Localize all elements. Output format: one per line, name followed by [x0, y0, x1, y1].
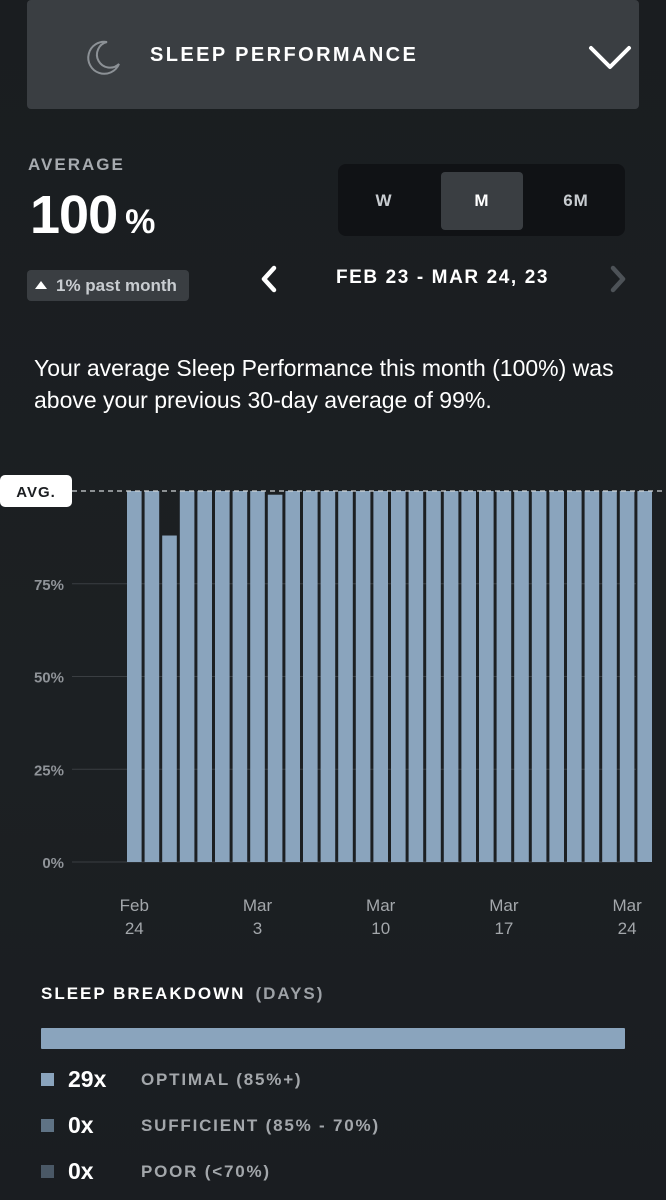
- chart-bar: [250, 491, 265, 862]
- average-label: AVERAGE: [28, 155, 125, 174]
- chart-bar: [514, 491, 529, 862]
- average-tag: [0, 475, 72, 507]
- chart-bar: [373, 491, 388, 862]
- chart-bar: [443, 491, 459, 862]
- x-tick-label: 10: [371, 919, 390, 938]
- legend-label: OPTIMAL (85%+): [141, 1070, 303, 1089]
- x-tick-label: Mar: [612, 896, 642, 915]
- y-tick-label: 0%: [42, 855, 64, 872]
- legend-swatch: [41, 1119, 54, 1132]
- average-tag-label: AVG.: [16, 484, 56, 501]
- chart-bar: [567, 491, 582, 862]
- chevron-right-icon[interactable]: [604, 264, 632, 294]
- legend-count: 29x: [68, 1066, 107, 1092]
- chart-bar: [179, 491, 195, 862]
- y-tick-label: 75%: [34, 577, 64, 594]
- legend-row-optimal: 29x OPTIMAL (85%+): [41, 1066, 641, 1096]
- chart-bar: [496, 491, 512, 862]
- chart-bar: [127, 491, 142, 862]
- chart-bar: [549, 491, 564, 862]
- chart-bar: [584, 491, 600, 862]
- x-tick-label: 24: [125, 919, 144, 938]
- chart-bar: [619, 491, 635, 862]
- chart-bar: [637, 491, 652, 862]
- legend-row-poor: 0x POOR (<70%): [41, 1158, 641, 1188]
- trend-text: 1% past month: [56, 275, 177, 295]
- x-tick-label: Mar: [243, 896, 273, 915]
- legend-swatch: [41, 1165, 54, 1178]
- legend-count: 0x: [68, 1112, 94, 1138]
- x-tick-label: Mar: [366, 896, 396, 915]
- breakdown-title: SLEEP BREAKDOWN (DAYS): [41, 984, 324, 1004]
- chart-bar: [267, 494, 283, 862]
- x-tick-label: Feb: [120, 896, 149, 915]
- chart-bar: [479, 491, 494, 862]
- x-tick-label: 24: [618, 919, 637, 938]
- average-unit: %: [125, 203, 155, 241]
- chart-bar: [391, 491, 406, 862]
- moon-icon: [87, 40, 120, 75]
- chart-bar: [461, 491, 476, 862]
- legend-count: 0x: [68, 1158, 94, 1184]
- tab-month[interactable]: M: [441, 172, 523, 230]
- range-tabs: W M 6M: [338, 164, 625, 236]
- sleep-performance-chart: 0% 25% 50% 75% AVG. Feb 24 Mar 3 Mar 10 Mar 17 Mar 24: [0, 475, 666, 938]
- chart-bar: [320, 491, 336, 862]
- chart-bar: [232, 491, 248, 862]
- chart-bar: [144, 491, 160, 862]
- chart-bar: [408, 491, 424, 862]
- chevron-left-icon[interactable]: [256, 264, 284, 294]
- average-number: 100: [30, 185, 118, 245]
- chart-bar: [355, 491, 371, 862]
- breakdown-bar: [41, 1028, 625, 1049]
- tab-6-months[interactable]: 6M: [563, 191, 589, 210]
- date-range: FEB 23 - MAR 24, 23: [335, 267, 550, 288]
- chart-bar: [338, 491, 353, 862]
- legend-label: POOR (<70%): [141, 1162, 271, 1181]
- legend-swatch: [41, 1073, 54, 1086]
- legend-row-sufficient: 0x SUFFICIENT (85% - 70%): [41, 1112, 641, 1142]
- chart-bar: [602, 491, 617, 862]
- triangle-up-icon: [35, 281, 47, 289]
- chart-bar: [215, 491, 230, 862]
- legend-label: SUFFICIENT (85% - 70%): [141, 1116, 380, 1135]
- tab-week[interactable]: W: [375, 191, 393, 210]
- y-tick-label: 25%: [34, 762, 64, 779]
- x-tick-label: Mar: [489, 896, 519, 915]
- chart-bar: [197, 491, 212, 862]
- x-tick-label: 17: [494, 919, 513, 938]
- chart-bar: [531, 491, 547, 862]
- breakdown-title-text: SLEEP BREAKDOWN: [41, 984, 246, 1003]
- trend-badge: 1% past month: [27, 270, 189, 301]
- chevron-down-icon[interactable]: [585, 40, 635, 74]
- y-tick-label: 50%: [34, 670, 64, 687]
- metric-title: SLEEP PERFORMANCE: [150, 44, 419, 66]
- chart-bar: [303, 491, 318, 862]
- chart-bar: [285, 491, 300, 862]
- metric-selector[interactable]: SLEEP PERFORMANCE: [27, 0, 639, 109]
- average-value: 100%: [30, 184, 155, 246]
- summary-text: Your average Sleep Performance this mont…: [34, 355, 614, 413]
- breakdown-unit: (DAYS): [255, 984, 325, 1003]
- x-tick-label: 3: [253, 919, 262, 938]
- chart-bar: [162, 535, 177, 862]
- chart-bar: [426, 491, 441, 862]
